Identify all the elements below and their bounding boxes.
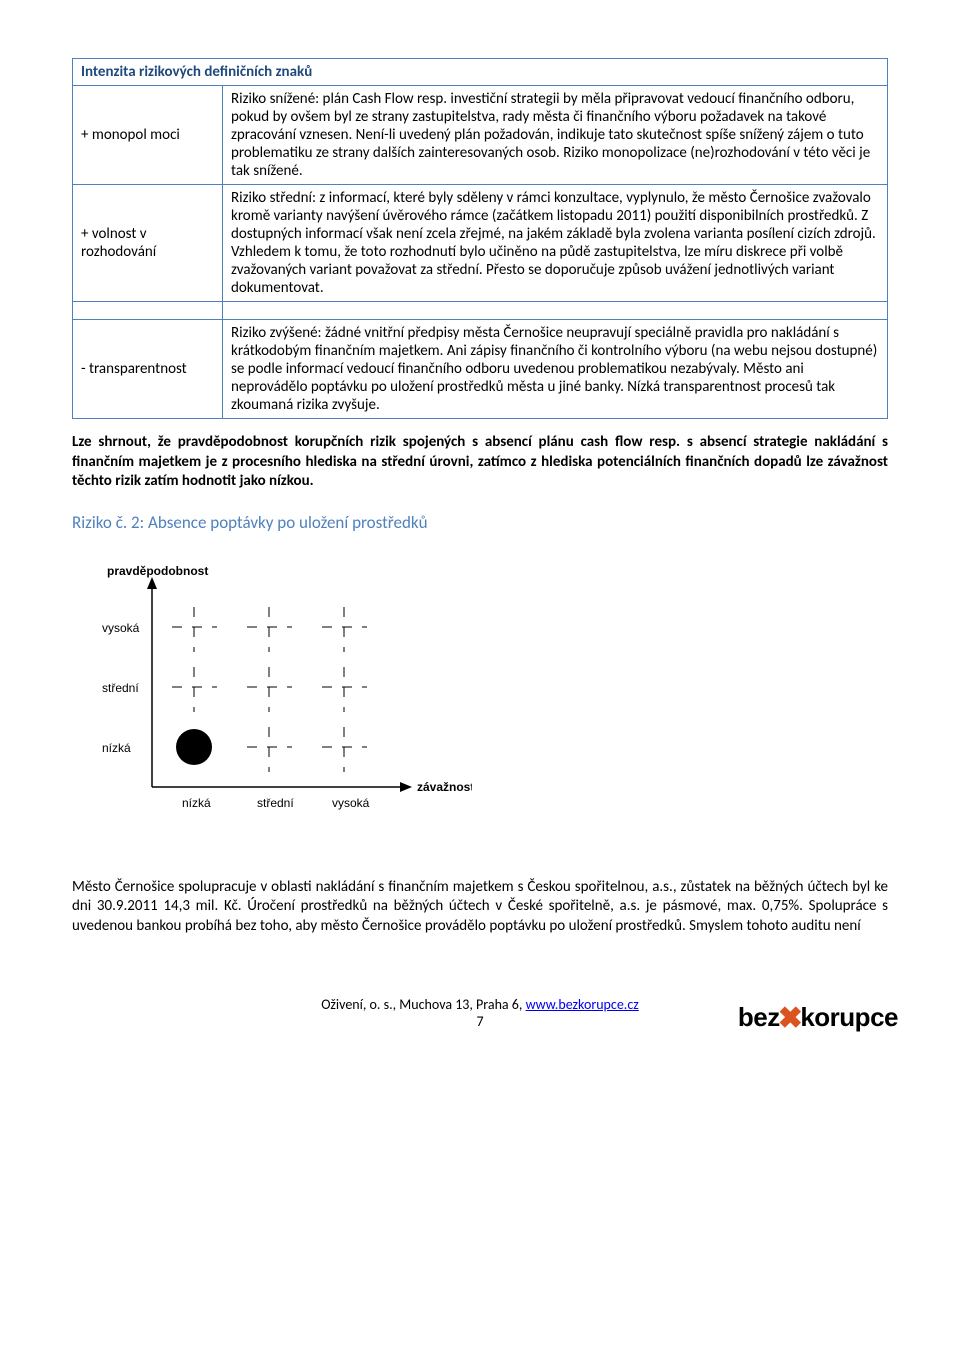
y-tick-2: nízká	[102, 741, 131, 755]
row-label-transparentnost: - transparentnost	[73, 320, 223, 419]
footer-text: Oživení, o. s., Muchova 13, Praha 6,	[321, 996, 525, 1013]
risk-heading: Riziko č. 2: Absence poptávky po uložení…	[72, 512, 888, 533]
y-tick-1: střední	[102, 681, 139, 695]
risk-chart: pravděpodobnost závažnost vysoká střední…	[72, 557, 888, 842]
y-tick-0: vysoká	[102, 621, 140, 635]
table-header: Intenzita rizikových definičních znaků	[73, 59, 888, 86]
x-tick-0: nízká	[182, 796, 211, 810]
x-tick-2: vysoká	[332, 796, 370, 810]
footer-link[interactable]: www.bezkorupce.cz	[526, 996, 639, 1013]
risk-point	[176, 729, 212, 765]
paragraph-2: Město Černošice spolupracuje v oblasti n…	[72, 878, 888, 937]
row-text-transparentnost: Riziko zvýšené: žádné vnitřní předpisy m…	[223, 320, 888, 419]
row-label-volnost: + volnost v rozhodování	[73, 185, 223, 302]
page-footer: Oživení, o. s., Muchova 13, Praha 6, www…	[72, 996, 888, 1030]
row-label-monopol: + monopol moci	[73, 86, 223, 185]
row-text-monopol: Riziko snížené: plán Cash Flow resp. inv…	[223, 86, 888, 185]
x-tick-1: střední	[257, 796, 294, 810]
risk-definition-table: Intenzita rizikových definičních znaků +…	[72, 58, 888, 419]
logo-right: korupce	[800, 1002, 898, 1032]
y-axis-label: pravděpodobnost	[107, 564, 208, 578]
x-axis-label: závažnost	[417, 780, 472, 794]
summary-paragraph: Lze shrnout, že pravděpodobnost korupční…	[72, 433, 888, 492]
logo: bez✖korupce	[738, 1001, 898, 1036]
logo-x-icon: ✖	[778, 1002, 803, 1035]
logo-left: bez	[738, 1002, 780, 1032]
row-text-volnost: Riziko střední: z informací, které byly …	[223, 185, 888, 302]
